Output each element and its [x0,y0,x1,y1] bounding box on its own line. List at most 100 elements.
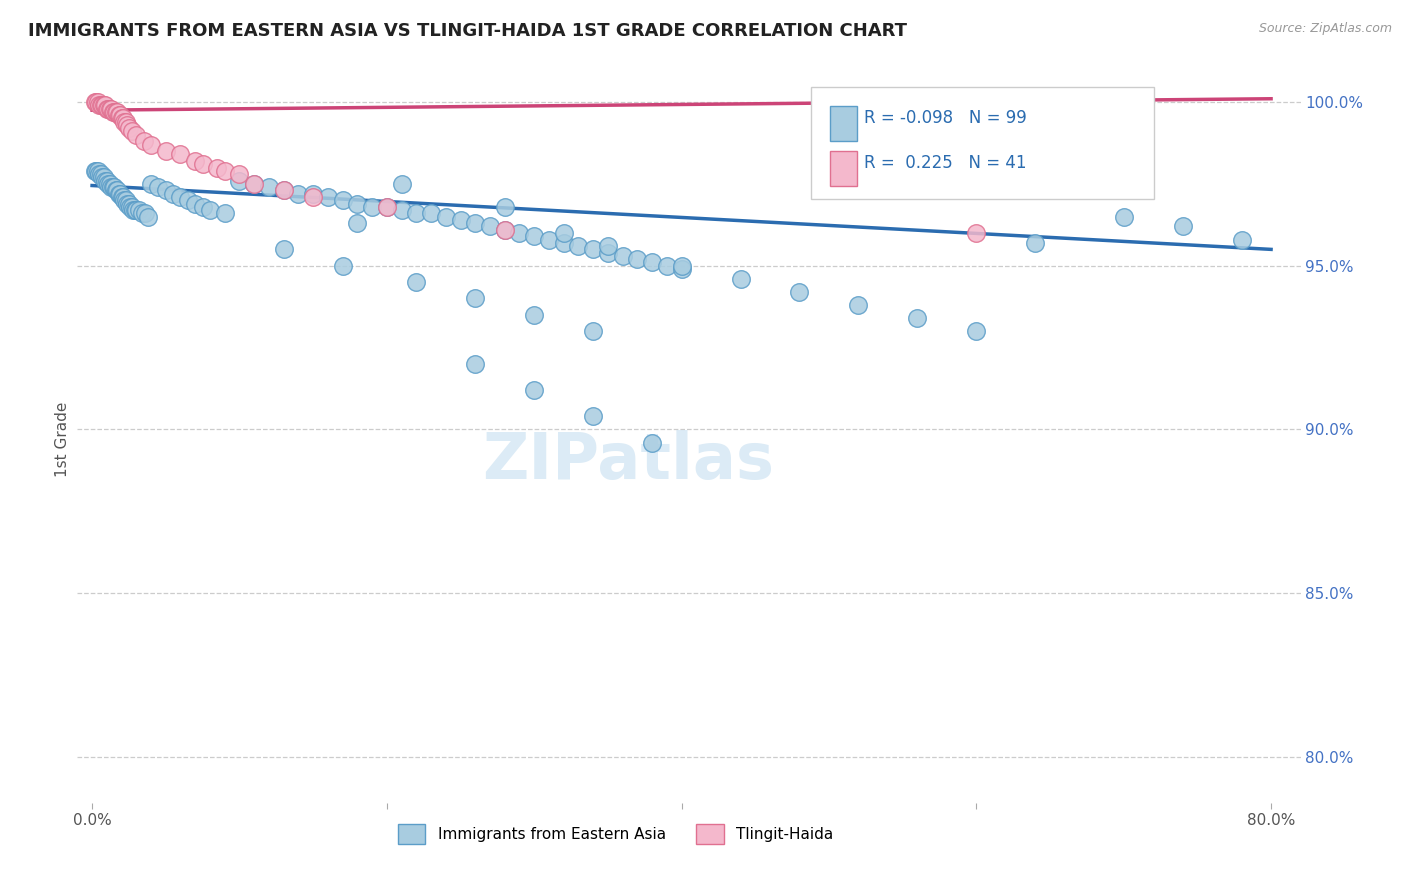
Point [84,163,107,178]
Point [228,167,250,181]
Point [120,200,142,214]
Point [287,186,309,201]
Point [100,180,122,194]
Point [596,245,619,260]
Point [105,104,128,119]
Point [537,233,560,247]
Point [405,206,427,220]
Point [316,190,339,204]
Point [582,324,605,338]
Point [346,196,368,211]
Point [207,161,229,175]
Point [155,183,177,197]
Point [132,134,155,148]
Point [94,173,117,187]
Point [243,177,266,191]
Point [100,102,122,116]
Point [494,200,516,214]
Point [108,108,131,122]
Point [523,229,546,244]
Point [118,196,141,211]
Point [104,104,127,119]
Point [114,194,136,208]
Point [553,226,575,240]
Point [434,210,457,224]
Point [104,183,127,197]
Point [125,203,148,218]
Point [523,308,546,322]
Point [641,255,664,269]
Point [86,95,108,109]
Point [98,102,121,116]
Point [405,275,427,289]
Point [508,226,530,240]
Point [87,95,110,109]
Point [671,262,693,277]
Point [243,177,266,191]
Point [905,311,928,326]
Point [86,163,108,178]
Point [134,206,156,220]
Point [332,259,354,273]
Point [115,194,138,208]
Point [273,243,295,257]
Point [191,157,214,171]
Point [553,235,575,250]
FancyBboxPatch shape [830,152,856,186]
Point [567,239,589,253]
Point [450,213,472,227]
Text: R =  0.225   N = 41: R = 0.225 N = 41 [863,153,1026,171]
Point [93,98,115,112]
Point [332,194,354,208]
Point [420,206,443,220]
Point [641,435,664,450]
Point [121,124,143,138]
Point [118,121,141,136]
Point [391,177,413,191]
Point [612,249,634,263]
Point [117,196,139,211]
Point [103,180,125,194]
Point [464,357,486,371]
Point [128,203,150,218]
Point [93,170,115,185]
Point [582,243,605,257]
Point [111,190,134,204]
Point [1112,210,1135,224]
Point [115,114,138,128]
Point [273,183,295,197]
Point [302,190,325,204]
Point [214,206,236,220]
Point [124,203,146,218]
Point [155,144,177,158]
Point [131,206,153,220]
Point [91,170,114,185]
Point [523,383,546,397]
Point [494,223,516,237]
Point [136,210,159,224]
Point [111,112,134,126]
Point [273,183,295,197]
Point [346,216,368,230]
Point [91,98,114,112]
Point [94,98,117,112]
Point [114,114,136,128]
Point [198,203,221,218]
Point [302,186,325,201]
Point [184,196,207,211]
Point [257,180,280,194]
Point [139,137,162,152]
Point [1230,233,1253,247]
Point [139,177,162,191]
Point [97,177,120,191]
Point [184,153,207,168]
FancyBboxPatch shape [811,87,1154,200]
Point [97,102,120,116]
Point [121,200,143,214]
Point [162,186,184,201]
Point [110,112,132,126]
Point [375,200,398,214]
Point [361,200,384,214]
Point [655,259,678,273]
Point [89,167,111,181]
